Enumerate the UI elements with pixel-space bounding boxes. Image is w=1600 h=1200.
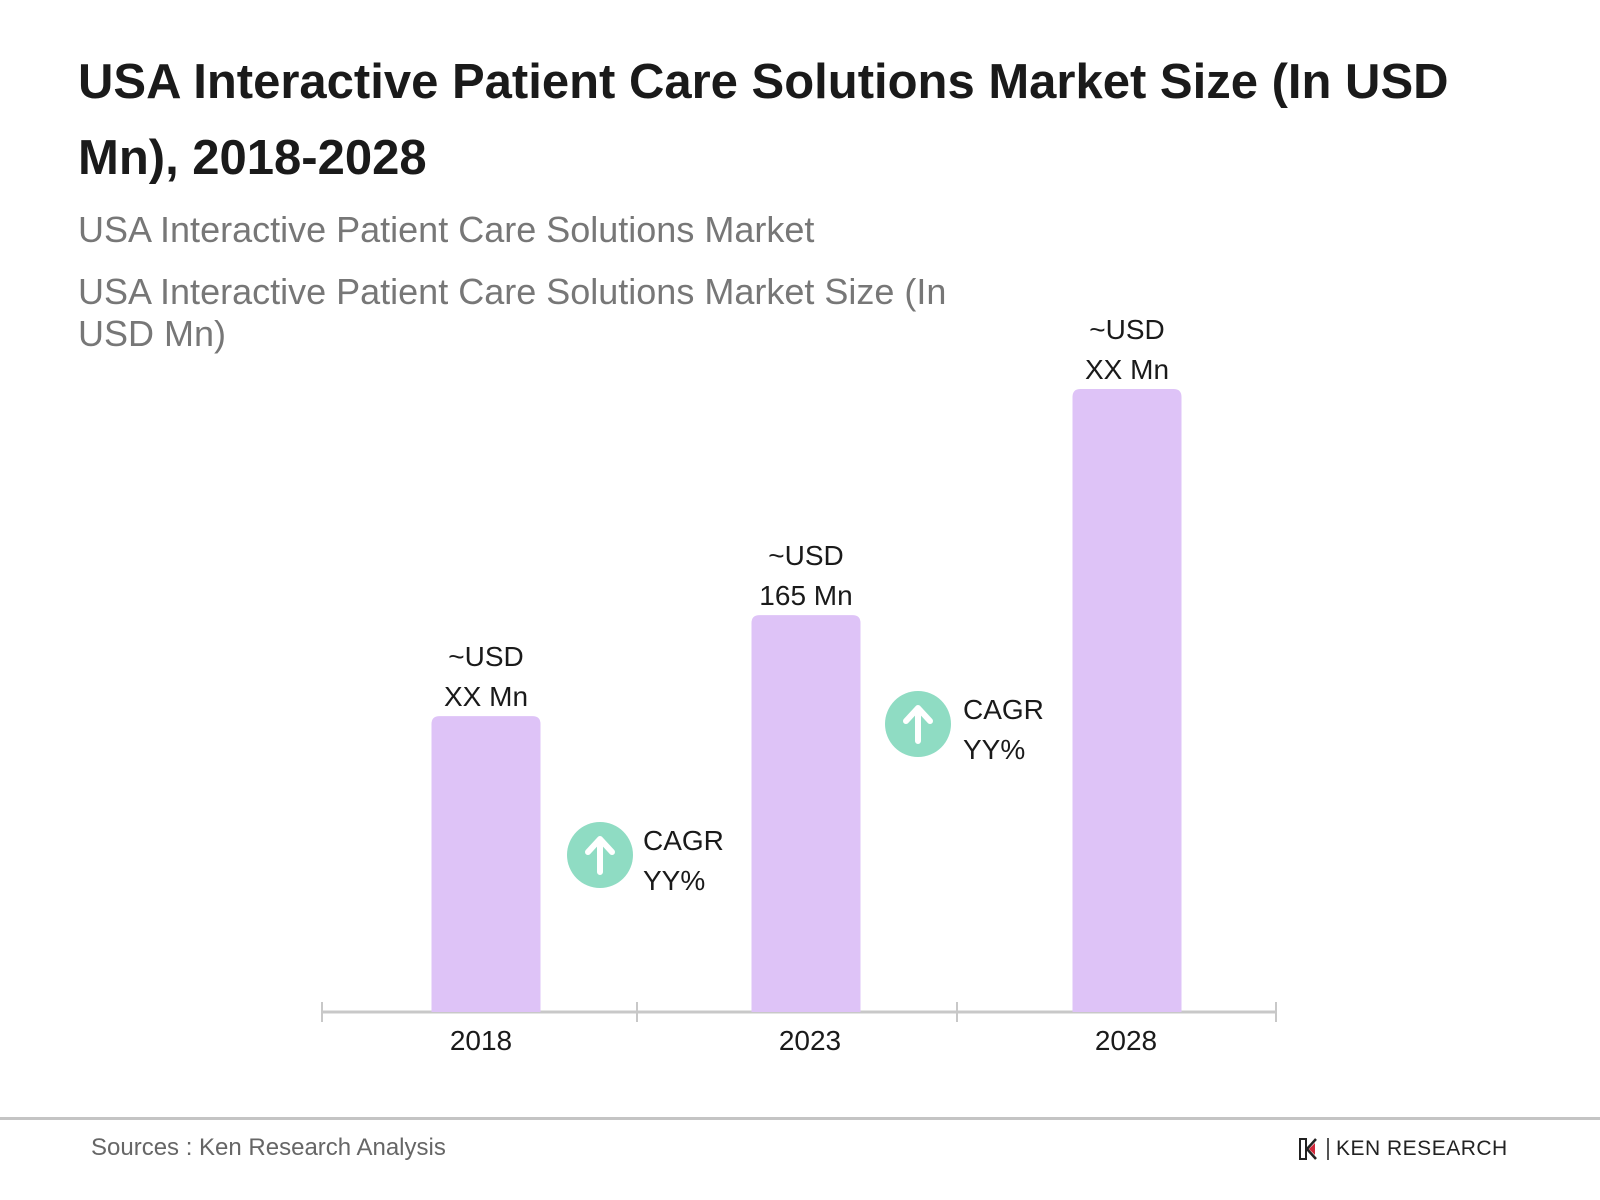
cagr-label: CAGR — [643, 825, 724, 856]
bar-chart: ~USD XX Mn 2018 ~USD 165 Mn 2023 ~USD XX Mn 2028… — [321, 314, 1277, 1056]
series-title: USA Interactive Patient Care Solutions M… — [78, 271, 947, 354]
bar-2023 — [751, 615, 861, 1012]
data-label-value: XX Mn — [444, 681, 528, 712]
source-note: Sources : Ken Research Analysis — [91, 1134, 446, 1161]
footer-divider — [0, 1117, 1600, 1120]
cagr-value: YY% — [963, 734, 1025, 765]
cagr-label: CAGR — [963, 694, 1044, 725]
x-tick-label: 2018 — [450, 1025, 512, 1056]
logo-separator — [1327, 1138, 1329, 1160]
data-label-currency: ~USD — [448, 641, 523, 672]
ken-logo-icon — [1299, 1138, 1317, 1160]
data-label-currency: ~USD — [768, 540, 843, 571]
logo-text: KEN RESEARCH — [1336, 1137, 1508, 1160]
ken-research-logo: KEN RESEARCH — [1298, 1137, 1508, 1161]
chart-title: USA Interactive Patient Care Solutions M… — [78, 55, 1449, 185]
arrow-up-icon — [903, 705, 933, 744]
cagr-value: YY% — [643, 865, 705, 896]
data-label-currency: ~USD — [1089, 314, 1164, 345]
x-tick-label: 2028 — [1095, 1025, 1157, 1056]
data-label-value: 165 Mn — [759, 580, 852, 611]
data-label-value: XX Mn — [1085, 354, 1169, 385]
bar-2018 — [431, 716, 541, 1012]
chart-subtitle: USA Interactive Patient Care Solutions M… — [78, 209, 815, 250]
arrow-up-icon — [585, 836, 615, 875]
x-tick-label: 2023 — [779, 1025, 841, 1056]
bar-2028 — [1072, 389, 1182, 1012]
